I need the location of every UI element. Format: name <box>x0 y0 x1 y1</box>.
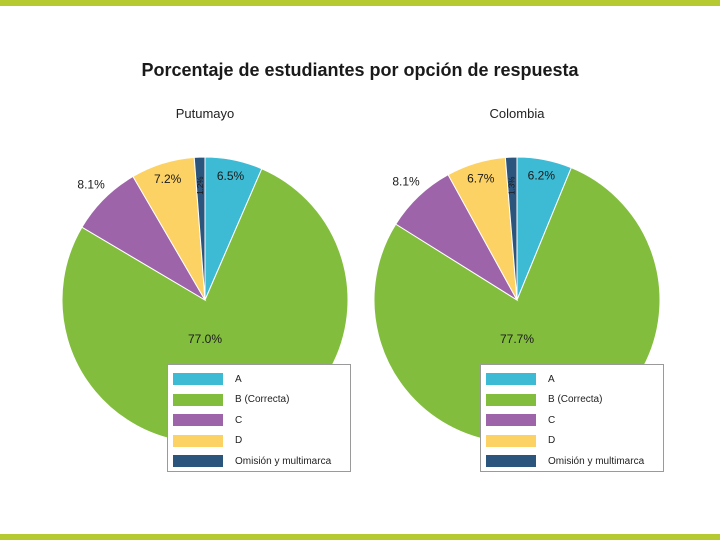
legend-label: Omisión y multimarca <box>548 455 645 467</box>
pie-label-a: 6.5% <box>217 169 245 183</box>
pie-label-c: 8.1% <box>77 178 105 192</box>
legend-item: C <box>173 410 345 431</box>
legend-label: C <box>235 414 243 426</box>
legend-swatch <box>173 393 223 406</box>
legend-putumayo: A B (Correcta) C D Omisión y multimarca <box>167 364 351 472</box>
pie-label-b: 77.0% <box>188 332 222 346</box>
legend-item: A <box>173 369 345 390</box>
legend-swatch <box>486 414 536 427</box>
legend-swatch <box>173 373 223 386</box>
legend-item: Omisión y multimarca <box>486 451 658 472</box>
legend-item: B (Correcta) <box>173 390 345 411</box>
legend-label: B (Correcta) <box>235 394 290 406</box>
legend-colombia: A B (Correcta) C D Omisión y multimarca <box>480 364 664 472</box>
legend-label: D <box>548 435 556 447</box>
pie-slice-o <box>193 156 206 301</box>
legend-label: A <box>548 373 555 385</box>
legend-swatch <box>486 455 536 468</box>
top-accent-bar <box>0 0 720 6</box>
pie-label-c: 8.1% <box>392 175 420 189</box>
pie-subtitle: Putumayo <box>176 106 235 121</box>
legend-swatch <box>173 455 223 468</box>
legend-label: A <box>235 373 242 385</box>
legend-label: D <box>235 435 243 447</box>
legend-item: D <box>173 431 345 452</box>
pie-chart-putumayo: Putumayo 6.5% 77.0% 8.1% 7.2% 1.2% <box>61 106 349 444</box>
legend-swatch <box>486 393 536 406</box>
legend-label: Omisión y multimarca <box>235 455 332 467</box>
legend-swatch <box>173 434 223 447</box>
legend-swatch <box>173 414 223 427</box>
pie-label-d: 6.7% <box>467 172 495 186</box>
pie-label-d: 7.2% <box>154 172 182 186</box>
legend-item: Omisión y multimarca <box>173 451 345 472</box>
bottom-accent-bar <box>0 534 720 540</box>
pie-label-o: 1.3% <box>507 177 516 195</box>
legend-swatch <box>486 373 536 386</box>
pie-label-b: 77.7% <box>500 332 534 346</box>
legend-swatch <box>486 434 536 447</box>
chart-title: Porcentaje de estudiantes por opción de … <box>141 60 579 80</box>
pie-label-o: 1.2% <box>196 177 205 195</box>
pie-label-a: 6.2% <box>528 169 556 183</box>
legend-item: D <box>486 431 658 452</box>
legend-item: A <box>486 369 658 390</box>
legend-label: B (Correcta) <box>548 394 603 406</box>
legend-label: C <box>548 414 556 426</box>
legend-item: C <box>486 410 658 431</box>
pie-subtitle: Colombia <box>490 106 546 121</box>
legend-item: B (Correcta) <box>486 390 658 411</box>
pie-slice-o <box>504 156 518 301</box>
